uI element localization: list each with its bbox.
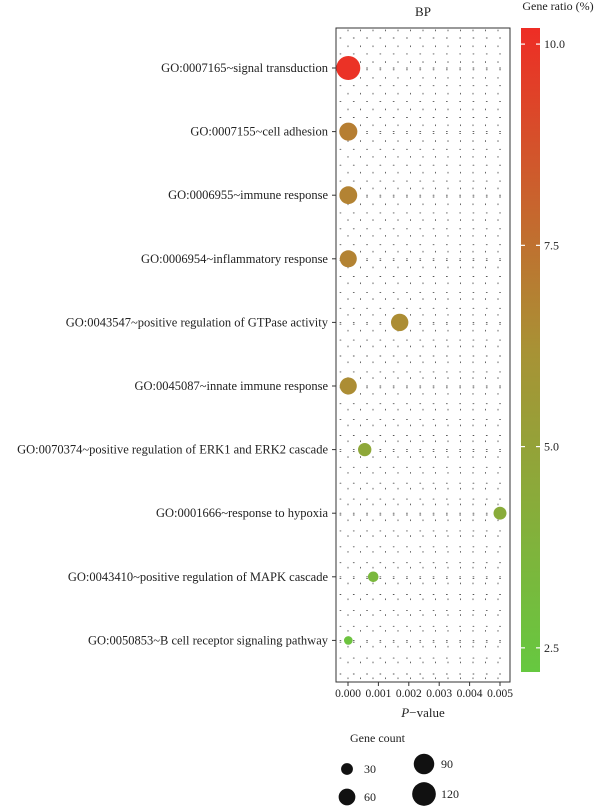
data-point — [493, 506, 507, 520]
term-label: GO:0043547~positive regulation of GTPase… — [66, 315, 329, 329]
colorbar-tick-label: 7.5 — [544, 238, 559, 252]
size-legend-circle — [412, 782, 436, 806]
term-labels: GO:0007165~signal transduction GO:0007155… — [17, 61, 329, 647]
data-point — [339, 377, 357, 395]
x-axis-title: P−value — [400, 705, 445, 720]
x-tick-label: 0.000 — [335, 688, 361, 700]
colorbar-tick-label: 5.0 — [544, 440, 559, 454]
term-label: GO:0007165~signal transduction — [161, 61, 329, 75]
term-label: GO:0050853~B cell receptor signaling pat… — [88, 633, 329, 647]
x-tick-label: 0.005 — [487, 688, 513, 700]
plot-panel — [335, 27, 511, 683]
colorbar-tick-label: 2.5 — [544, 641, 559, 655]
x-tick-label: 0.004 — [457, 688, 483, 700]
term-label: GO:0006955~immune response — [168, 188, 328, 202]
term-label: GO:0070374~positive regulation of ERK1 a… — [17, 443, 328, 457]
data-points — [336, 56, 507, 645]
size-legend-label: 120 — [441, 787, 459, 801]
term-label: GO:0045087~innate immune response — [134, 379, 328, 393]
size-legend-circle — [341, 763, 353, 775]
size-legend: 30 60 90 120 — [338, 753, 459, 806]
x-tick-label: 0.002 — [396, 688, 422, 700]
term-label: GO:0007155~cell adhesion — [190, 125, 328, 139]
data-point — [336, 56, 361, 80]
data-point — [339, 186, 358, 205]
term-label: GO:0001666~response to hypoxia — [156, 506, 328, 520]
colorbar-title: Gene ratio (%) — [522, 0, 593, 13]
chart-title: BP — [415, 4, 431, 19]
x-tick-label: 0.001 — [365, 688, 391, 700]
data-point — [367, 571, 379, 583]
colorbar-ticks: 2.5 5.0 7.5 10.0 — [521, 37, 565, 655]
size-legend-circle — [413, 753, 435, 775]
x-tick-label: 0.003 — [426, 688, 452, 700]
size-legend-circle — [338, 788, 356, 806]
term-label: GO:0043410~positive regulation of MAPK c… — [68, 570, 329, 584]
size-legend-label: 90 — [441, 757, 453, 771]
data-point — [343, 636, 353, 645]
size-legend-label: 60 — [364, 790, 376, 804]
data-point — [358, 442, 372, 457]
colorbar-tick-label: 10.0 — [544, 37, 565, 51]
grid-lines — [339, 29, 507, 681]
term-label: GO:0006954~inflammatory response — [141, 252, 328, 266]
x-axis: 0.000 0.001 0.002 0.003 0.004 0.005 — [335, 682, 513, 700]
colorbar — [521, 28, 540, 672]
x-axis-title-suffix: −value — [409, 705, 445, 720]
x-axis-title-prefix: P — [400, 705, 409, 720]
size-legend-label: 30 — [364, 762, 376, 776]
y-ticks — [332, 67, 336, 641]
size-legend-title: Gene count — [350, 731, 406, 745]
data-point — [339, 250, 357, 268]
data-point — [390, 313, 409, 332]
data-point — [339, 122, 358, 141]
